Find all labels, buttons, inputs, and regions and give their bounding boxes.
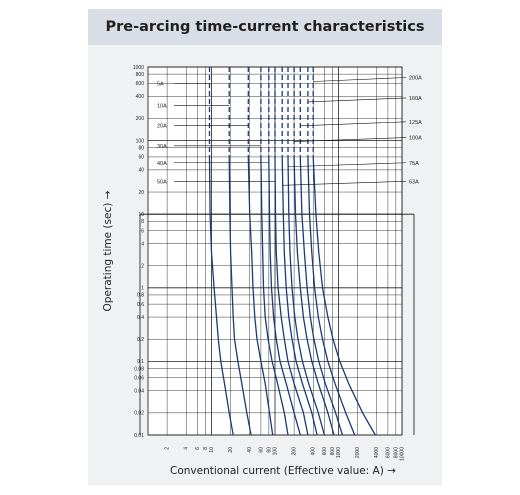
y-tick-label: 1000: [133, 65, 144, 71]
chart-ticks-layer: 2 4 6 8 10 20 40 60 80 100 200 400 600 800 1000 2000 400…: [133, 65, 406, 461]
x-tick-label: 6000: [385, 447, 391, 458]
x-tick-label: 20: [228, 447, 234, 453]
series-label-200A: 200A: [409, 76, 422, 82]
series-curve-10A: [228, 156, 252, 436]
x-tick-label: 10: [209, 447, 215, 453]
series-curve-63A: [281, 156, 318, 436]
y-tick-label: 4: [141, 241, 144, 247]
x-tick-label: 1000: [336, 447, 342, 458]
series-label-50A: 50A: [157, 179, 167, 185]
y-tick-label: 40: [138, 168, 144, 174]
x-tick-label: 200: [292, 447, 298, 456]
y-tick-label: 6: [141, 228, 144, 234]
series-label-63A: 63A: [409, 179, 419, 185]
series-curve-50A: [274, 156, 309, 436]
series-label-40A: 40A: [157, 161, 167, 167]
series-curve-125A: [299, 156, 344, 436]
y-tick-label: 0.4: [137, 315, 144, 321]
y-tick-label: 400: [136, 94, 145, 100]
x-tick-label: 40: [247, 447, 253, 453]
series-label-20A: 20A: [157, 124, 167, 130]
chart-title: Pre-arcing time-current characteristics: [105, 19, 425, 35]
x-tick-label: 80: [266, 447, 272, 453]
x-tick-label: 400: [311, 447, 317, 456]
series-leader-160A: [307, 97, 407, 103]
y-tick-label: 100: [136, 138, 145, 144]
series-leader-100A: [294, 137, 407, 142]
y-tick-label: 0.01: [134, 433, 144, 439]
series-curve-40A: [268, 156, 301, 436]
series-curve-160A: [307, 156, 356, 436]
y-tick-label: 0.02: [134, 411, 144, 417]
chart-series-layer: [208, 67, 376, 436]
y-tick-label: 0.04: [134, 388, 144, 394]
y-tick-label: 10: [138, 212, 144, 218]
y-tick-label: 0.8: [137, 293, 144, 299]
y-tick-label: 0.08: [134, 366, 144, 372]
series-label-30A: 30A: [157, 144, 167, 150]
series-leader-125A: [300, 121, 407, 127]
y-axis-title: Operating time (sec) →: [102, 190, 114, 311]
y-tick-label: 60: [138, 155, 144, 161]
chart-label-layer: 5A 10A 20A 30A 40A 50A 63A 75A 100A 125A 160A 200A: [157, 76, 422, 186]
y-tick-label: 0.6: [137, 302, 144, 308]
y-tick-label: 600: [136, 81, 145, 87]
x-tick-label: 10000: [400, 447, 406, 461]
x-tick-label: 800: [330, 447, 336, 456]
x-tick-label: 8: [203, 447, 209, 450]
y-tick-label: 0.1: [137, 359, 144, 365]
x-tick-label: 2000: [355, 447, 361, 458]
y-tick-label: 8: [141, 219, 144, 225]
series-curve-200A: [312, 156, 376, 436]
series-leader-75A: [287, 162, 407, 168]
x-tick-label: 2: [165, 447, 171, 450]
y-tick-label: 20: [138, 190, 144, 196]
x-tick-label: 4: [184, 447, 190, 450]
x-axis-title: Conventional current (Effective value: A…: [170, 465, 396, 477]
y-tick-label: 0.2: [137, 337, 144, 343]
series-label-10A: 10A: [157, 103, 167, 109]
y-tick-label: 80: [138, 146, 144, 152]
series-curve-20A: [247, 156, 274, 436]
x-tick-label: 100: [273, 447, 279, 456]
x-tick-label: 600: [322, 447, 328, 456]
x-tick-label: 6: [195, 447, 201, 450]
y-tick-label: 800: [136, 72, 145, 78]
series-curve-100A: [293, 156, 335, 436]
series-label-160A: 160A: [409, 96, 422, 102]
series-label-5A: 5A: [157, 81, 164, 87]
y-tick-label: 1: [141, 286, 144, 292]
series-label-125A: 125A: [409, 120, 422, 126]
y-tick-label: 200: [136, 116, 145, 122]
x-tick-label: 8000: [393, 447, 399, 458]
series-curve-5A: [208, 156, 234, 436]
series-leader-63A: [282, 180, 407, 186]
series-label-100A: 100A: [409, 136, 422, 142]
chart-title-bar: Pre-arcing time-current characteristics: [88, 9, 442, 45]
y-tick-label: 2: [141, 263, 144, 269]
series-leader-200A: [313, 77, 407, 82]
series-curve-75A: [287, 156, 326, 436]
x-tick-label: 4000: [374, 447, 380, 458]
x-tick-label: 60: [258, 447, 264, 453]
series-curve-30A: [260, 156, 289, 436]
series-label-75A: 75A: [409, 161, 419, 167]
y-tick-label: 0.06: [134, 376, 144, 382]
